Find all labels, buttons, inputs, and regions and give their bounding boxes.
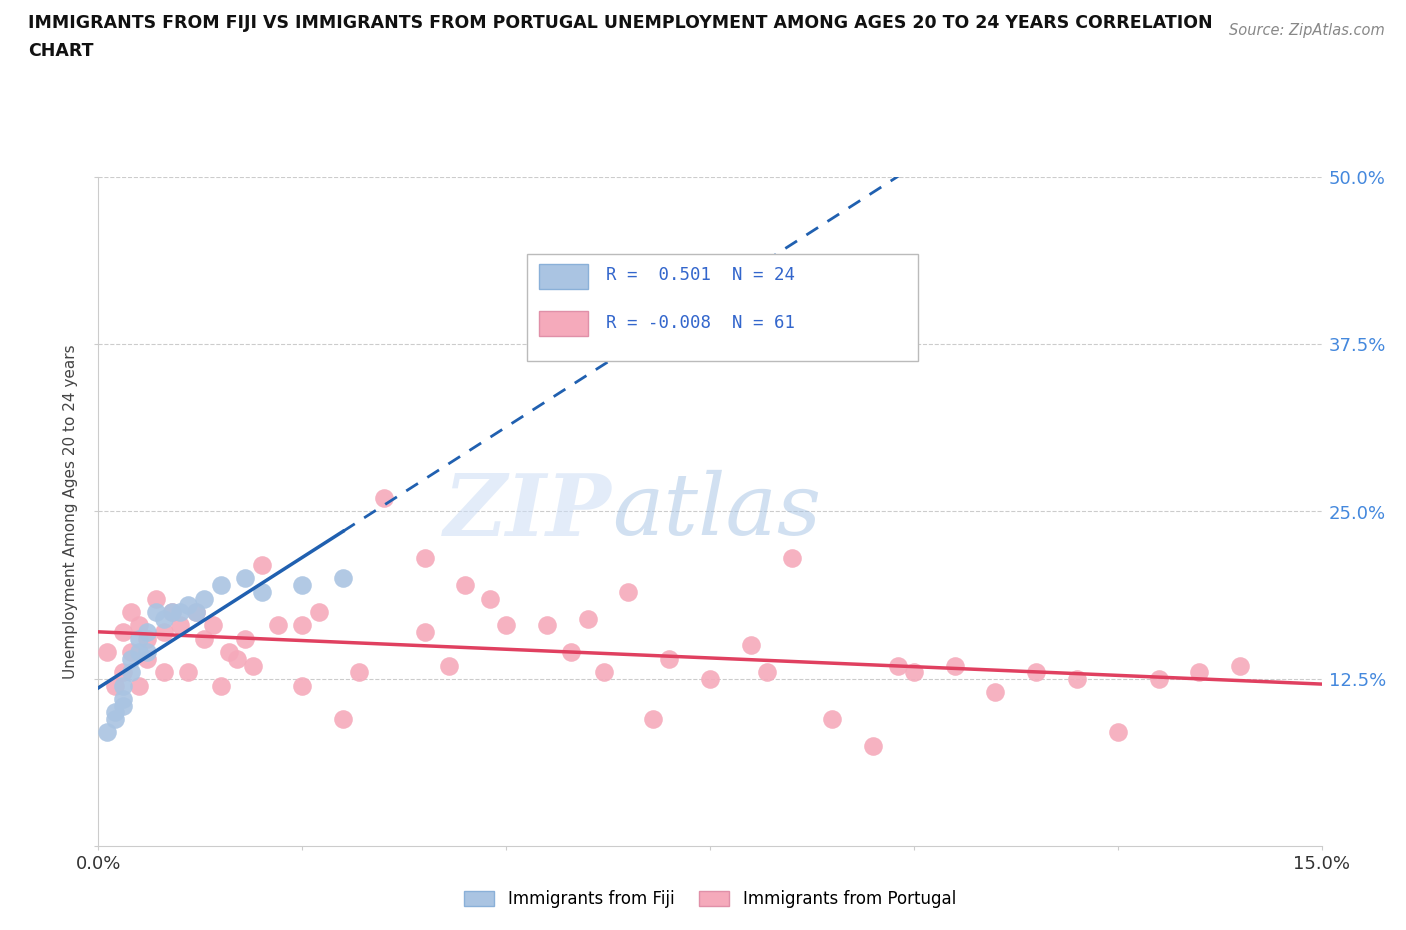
Point <box>193 591 215 606</box>
Point <box>104 705 127 720</box>
Point <box>128 644 150 659</box>
Point <box>104 711 127 726</box>
Point <box>96 725 118 740</box>
Point <box>903 665 925 680</box>
Point <box>186 604 208 619</box>
Point <box>478 591 501 606</box>
Point <box>120 651 142 666</box>
Point <box>332 711 354 726</box>
Point <box>349 665 371 680</box>
Point <box>177 598 200 613</box>
Point <box>136 644 159 659</box>
Text: ZIP: ZIP <box>444 470 612 553</box>
Point <box>413 551 436 565</box>
Point <box>291 678 314 693</box>
Text: R = -0.008  N = 61: R = -0.008 N = 61 <box>606 314 794 332</box>
Point <box>136 651 159 666</box>
Point <box>209 578 232 592</box>
Point <box>454 578 477 592</box>
FancyBboxPatch shape <box>538 264 588 289</box>
Point <box>111 625 134 640</box>
Point <box>201 618 224 632</box>
Y-axis label: Unemployment Among Ages 20 to 24 years: Unemployment Among Ages 20 to 24 years <box>63 344 79 679</box>
Point <box>242 658 264 673</box>
Point <box>160 604 183 619</box>
Point <box>780 551 803 565</box>
Point <box>437 658 460 673</box>
Text: atlas: atlas <box>612 471 821 552</box>
Point <box>120 665 142 680</box>
Point <box>169 618 191 632</box>
Point <box>111 698 134 713</box>
Text: R =  0.501  N = 24: R = 0.501 N = 24 <box>606 266 794 285</box>
Point <box>1025 665 1047 680</box>
Point <box>111 692 134 707</box>
Text: IMMIGRANTS FROM FIJI VS IMMIGRANTS FROM PORTUGAL UNEMPLOYMENT AMONG AGES 20 TO 2: IMMIGRANTS FROM FIJI VS IMMIGRANTS FROM … <box>28 14 1213 32</box>
Point <box>120 604 142 619</box>
Point <box>145 591 167 606</box>
Point <box>169 604 191 619</box>
FancyBboxPatch shape <box>526 254 918 361</box>
Point <box>233 571 256 586</box>
Point <box>291 618 314 632</box>
Point <box>658 651 681 666</box>
Point <box>218 644 240 659</box>
FancyBboxPatch shape <box>538 311 588 336</box>
Point <box>145 604 167 619</box>
Point <box>1229 658 1251 673</box>
Point <box>152 665 174 680</box>
Point <box>120 644 142 659</box>
Point <box>128 631 150 646</box>
Point <box>250 584 273 599</box>
Point <box>862 738 884 753</box>
Point <box>756 665 779 680</box>
Point <box>560 644 582 659</box>
Legend: Immigrants from Fiji, Immigrants from Portugal: Immigrants from Fiji, Immigrants from Po… <box>457 884 963 915</box>
Point <box>136 625 159 640</box>
Text: Source: ZipAtlas.com: Source: ZipAtlas.com <box>1229 23 1385 38</box>
Point <box>152 625 174 640</box>
Point <box>233 631 256 646</box>
Point <box>136 631 159 646</box>
Point <box>291 578 314 592</box>
Point <box>576 611 599 626</box>
Point <box>111 665 134 680</box>
Point <box>332 571 354 586</box>
Point <box>641 711 664 726</box>
Point <box>943 658 966 673</box>
Point <box>984 684 1007 699</box>
Point <box>1107 725 1129 740</box>
Point <box>536 618 558 632</box>
Point <box>128 678 150 693</box>
Point <box>1147 671 1170 686</box>
Point <box>128 618 150 632</box>
Point <box>413 625 436 640</box>
Point <box>152 611 174 626</box>
Point <box>617 584 640 599</box>
Point <box>160 604 183 619</box>
Point <box>250 558 273 573</box>
Point <box>821 711 844 726</box>
Point <box>886 658 908 673</box>
Point <box>308 604 330 619</box>
Point <box>373 491 395 506</box>
Point <box>193 631 215 646</box>
Point <box>593 665 616 680</box>
Point <box>186 604 208 619</box>
Point <box>104 678 127 693</box>
Point <box>177 665 200 680</box>
Point <box>699 671 721 686</box>
Text: CHART: CHART <box>28 42 94 60</box>
Point <box>740 638 762 653</box>
Point <box>1188 665 1211 680</box>
Point <box>209 678 232 693</box>
Point <box>495 618 517 632</box>
Point <box>111 678 134 693</box>
Point <box>226 651 249 666</box>
Point <box>1066 671 1088 686</box>
Point <box>96 644 118 659</box>
Point <box>267 618 290 632</box>
